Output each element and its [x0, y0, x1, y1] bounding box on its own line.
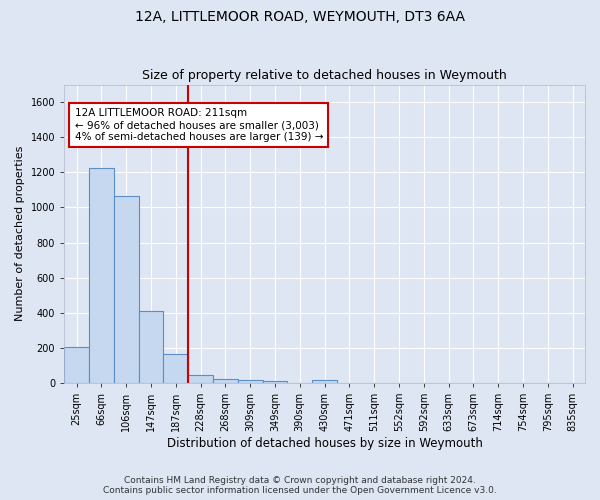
- Bar: [89, 168, 114, 383]
- Text: 12A LITTLEMOOR ROAD: 211sqm
← 96% of detached houses are smaller (3,003)
4% of s: 12A LITTLEMOOR ROAD: 211sqm ← 96% of det…: [74, 108, 323, 142]
- Title: Size of property relative to detached houses in Weymouth: Size of property relative to detached ho…: [142, 69, 507, 82]
- Bar: [238, 380, 263, 383]
- Bar: [213, 378, 238, 383]
- Y-axis label: Number of detached properties: Number of detached properties: [15, 146, 25, 322]
- Bar: [163, 354, 188, 383]
- Text: Contains HM Land Registry data © Crown copyright and database right 2024.
Contai: Contains HM Land Registry data © Crown c…: [103, 476, 497, 495]
- Bar: [114, 196, 139, 383]
- Bar: [139, 311, 163, 383]
- X-axis label: Distribution of detached houses by size in Weymouth: Distribution of detached houses by size …: [167, 437, 482, 450]
- Bar: [263, 381, 287, 383]
- Bar: [312, 380, 337, 383]
- Text: 12A, LITTLEMOOR ROAD, WEYMOUTH, DT3 6AA: 12A, LITTLEMOOR ROAD, WEYMOUTH, DT3 6AA: [135, 10, 465, 24]
- Bar: [188, 374, 213, 383]
- Bar: [64, 347, 89, 383]
